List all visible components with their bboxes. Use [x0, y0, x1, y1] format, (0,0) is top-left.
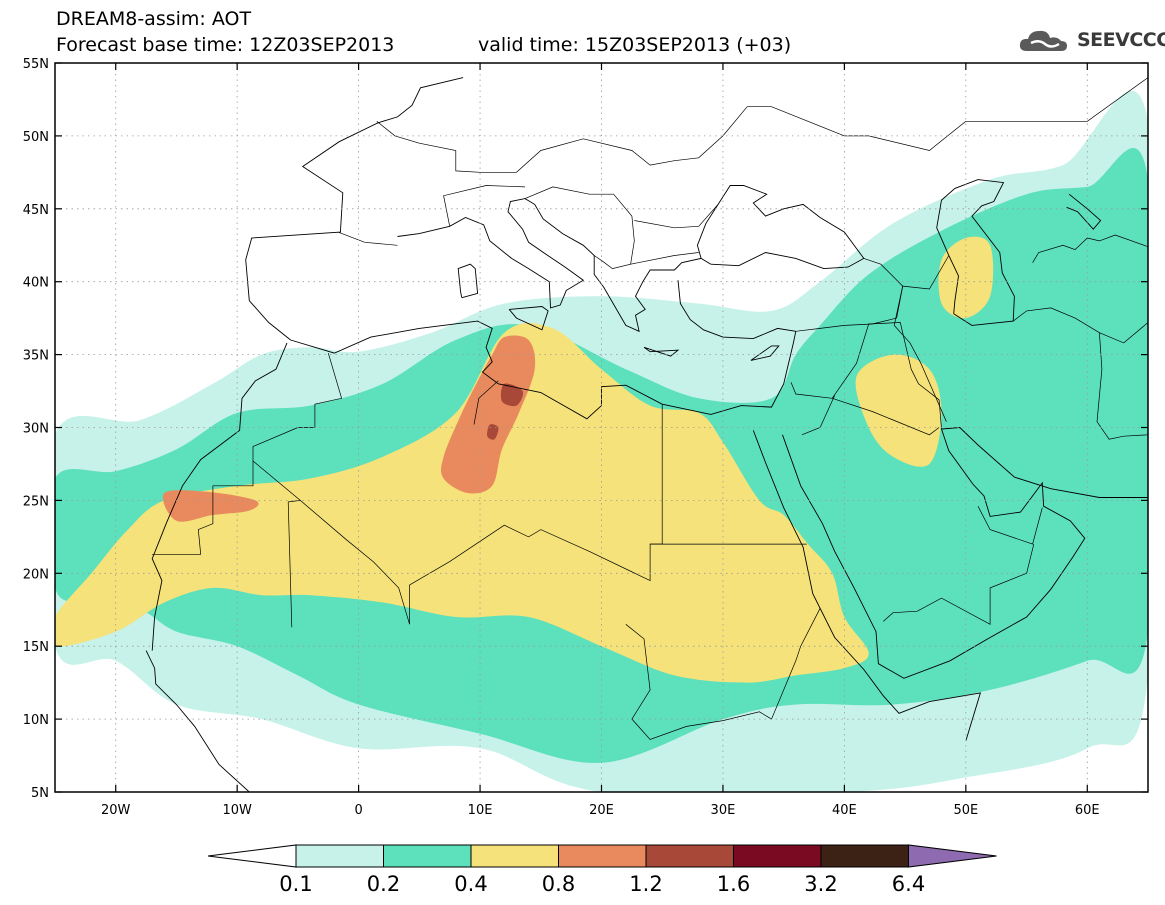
- lon-tick-label: 60E: [1075, 803, 1100, 818]
- aot-contour-level-2: [55, 322, 869, 683]
- coastline-13: [508, 306, 549, 331]
- lat-tick-label: 35N: [23, 349, 49, 364]
- lat-tick-label: 45N: [23, 203, 49, 218]
- aot-contour-level-4: [500, 383, 524, 407]
- lat-tick-label: 10N: [23, 713, 49, 728]
- aot-contour-level-2: [938, 236, 994, 319]
- coastline-12: [457, 263, 479, 299]
- border-8: [893, 286, 947, 422]
- aot-contour-level-4: [487, 424, 499, 440]
- coastline-1: [290, 320, 797, 420]
- coastline-9: [936, 179, 1015, 326]
- valid-time: valid time: 15Z03SEP2013 (+03): [478, 34, 792, 56]
- border-13: [1012, 307, 1148, 344]
- border-3: [473, 380, 499, 425]
- colorbar-label: 6.4: [892, 872, 925, 896]
- seevccc-logo: SEEVCCC: [1017, 25, 1165, 55]
- border-6: [790, 382, 940, 436]
- aot-contour-level-3: [440, 335, 536, 494]
- border-19: [337, 231, 398, 246]
- colorbar-label: 0.4: [454, 872, 487, 896]
- lon-tick-label: 20W: [101, 803, 131, 818]
- border-21: [524, 186, 635, 269]
- coastline-15: [643, 346, 680, 357]
- lon-tick-label: 20E: [589, 803, 614, 818]
- coastline-0: [151, 342, 288, 651]
- lat-tick-label: 25N: [23, 494, 49, 509]
- lon-tick-label: 0: [354, 803, 362, 818]
- colorbar-triangle-low: [207, 844, 297, 868]
- lon-tick-label: 10E: [468, 803, 493, 818]
- border-15: [883, 544, 1035, 625]
- lat-tick-label: 15N: [23, 640, 49, 655]
- coastline-5: [248, 300, 291, 341]
- aot-contour-level-2: [855, 354, 942, 467]
- coastline-8: [677, 280, 796, 340]
- coastline-2: [752, 430, 982, 742]
- border-12: [1032, 234, 1148, 263]
- colorbar-label: 1.2: [629, 872, 662, 896]
- aot-map: 20W 10W 0 10E 20E 30E 40E 50E 60E 5N 10N 15N 20N 25N 3…: [23, 57, 1149, 818]
- aot-contour-level-3: [162, 490, 259, 522]
- border-10: [795, 258, 904, 332]
- title-line-2: Forecast base time: 12Z03SEP2013: [56, 34, 395, 56]
- colorbar-box: [558, 844, 647, 868]
- lat-tick-label: 5N: [31, 786, 49, 801]
- border-5: [625, 608, 821, 740]
- border-22: [630, 252, 699, 265]
- border-20: [443, 185, 526, 227]
- colorbar-label: 0.1: [279, 872, 312, 896]
- colorbar-label: 1.6: [717, 872, 750, 896]
- coastline-3: [782, 427, 1148, 679]
- gridlines: [55, 63, 1148, 792]
- border-0: [152, 461, 254, 555]
- title-line-1: DREAM8-assim: AOT: [56, 8, 252, 30]
- colorbar-box: [295, 844, 384, 868]
- lon-tick-label: 40E: [832, 803, 857, 818]
- border-14: [1096, 332, 1148, 440]
- axis-ticks: 20W 10W 0 10E 20E 30E 40E 50E 60E 5N 10N 15N 20N 25N 3…: [23, 57, 1148, 818]
- cloud-icon: [1019, 30, 1067, 51]
- lat-tick-label: 50N: [23, 130, 49, 145]
- colorbar-box: [820, 844, 909, 868]
- border-23: [634, 204, 719, 229]
- lon-tick-label: 10W: [222, 803, 252, 818]
- border-18: [376, 77, 1148, 173]
- lat-tick-label: 30N: [23, 422, 49, 437]
- lon-tick-label: 30E: [711, 803, 736, 818]
- lat-tick-label: 40N: [23, 276, 49, 291]
- colorbar-box: [645, 844, 734, 868]
- coastline-10: [1066, 193, 1102, 230]
- colorbar-label: 0.8: [542, 872, 575, 896]
- lat-tick-label: 55N: [23, 57, 49, 72]
- border-11: [902, 255, 950, 290]
- colorbar-box: [470, 844, 559, 868]
- lat-tick-label: 20N: [23, 567, 49, 582]
- colorbar-label: 0.2: [367, 872, 400, 896]
- colorbar-box: [383, 844, 472, 868]
- coastline-7: [696, 185, 865, 270]
- coastline-14: [750, 345, 780, 361]
- aot-contours: [55, 90, 1148, 792]
- colorbar-label: 3.2: [804, 872, 837, 896]
- lon-tick-label: 50E: [953, 803, 978, 818]
- coastline-4: [245, 77, 464, 301]
- colorbar-triangle-high: [908, 844, 997, 868]
- logo-text: SEEVCCC: [1077, 29, 1165, 51]
- border-2: [287, 500, 301, 628]
- coastline-11: [145, 650, 251, 792]
- border-16: [977, 506, 1043, 545]
- colorbar-box: [733, 844, 822, 868]
